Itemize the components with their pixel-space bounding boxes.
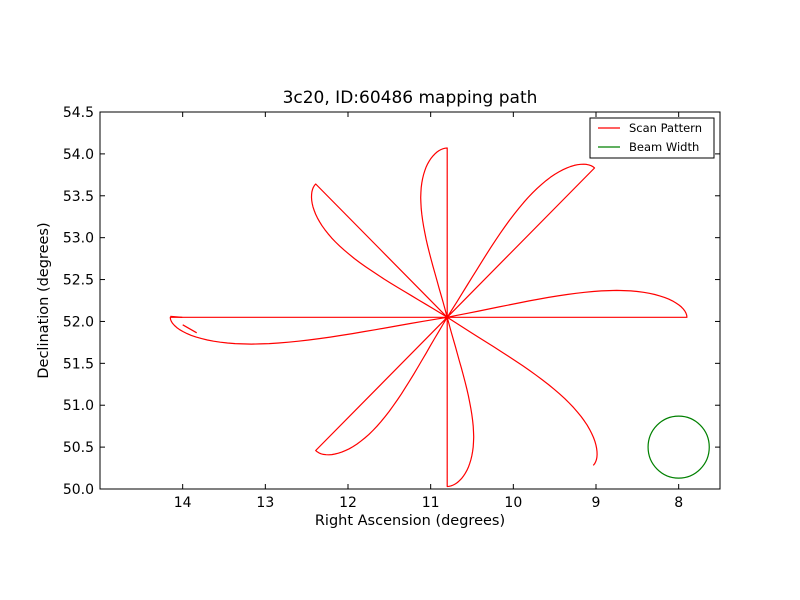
legend-label-beam-width: Beam Width [629,140,699,154]
y-tick-label: 54.5 [63,105,94,121]
x-tick-label: 11 [422,495,440,511]
y-axis-label: Declination (degrees) [36,222,52,378]
ticks-layer: 14 13 12 11 10 9 8 50.0 50.5 51.0 51.5 52.0 52.5 53.0… [63,105,720,511]
y-tick-label: 52.5 [63,273,94,289]
y-tick-label: 54.0 [63,147,94,163]
data-layer [169,147,710,488]
x-tick-label: 13 [256,495,274,511]
y-tick-label: 51.5 [63,356,94,372]
y-tick-label: 52.0 [63,314,94,330]
series-line-scan-pattern [169,147,688,488]
x-tick-label: 8 [674,495,683,511]
x-tick-label: 12 [339,495,357,511]
x-tick-label: 10 [504,495,522,511]
x-tick-label: 9 [592,495,601,511]
legend-label-scan-pattern: Scan Pattern [629,121,702,135]
scan-pattern-end-tail [182,324,197,334]
plot-area [100,112,720,489]
y-tick-label: 53.5 [63,189,94,205]
y-tick-label: 51.0 [63,398,94,414]
legend: Scan Pattern Beam Width [589,117,715,159]
scan-pattern-start-tail [170,315,183,318]
x-tick-label: 14 [174,495,192,511]
series-circle-beam-width [647,415,710,479]
x-axis-label: Right Ascension (degrees) [315,513,505,529]
y-tick-label: 50.0 [63,482,94,498]
chart-title: 3c20, ID:60486 mapping path [283,88,538,108]
y-tick-label: 53.0 [63,231,94,247]
legend-frame [589,117,715,159]
y-tick-label: 50.5 [63,440,94,456]
plot-frame [99,111,721,490]
